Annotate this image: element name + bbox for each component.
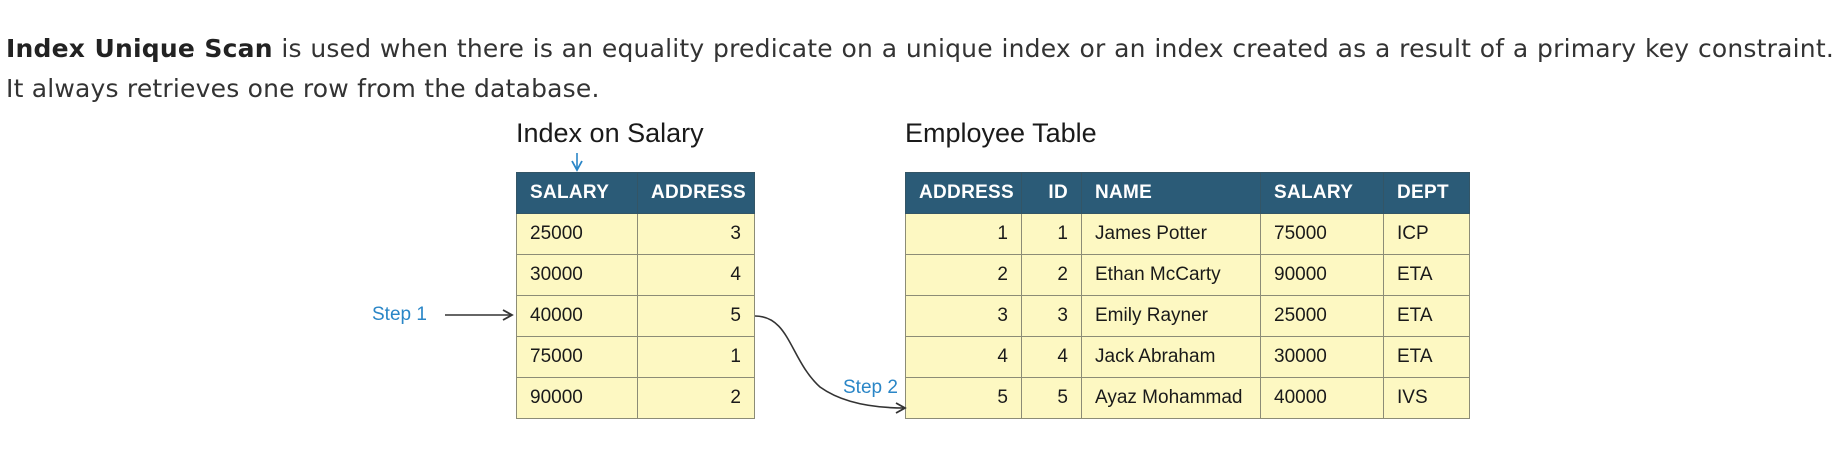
step-2-arrow [755,316,905,408]
